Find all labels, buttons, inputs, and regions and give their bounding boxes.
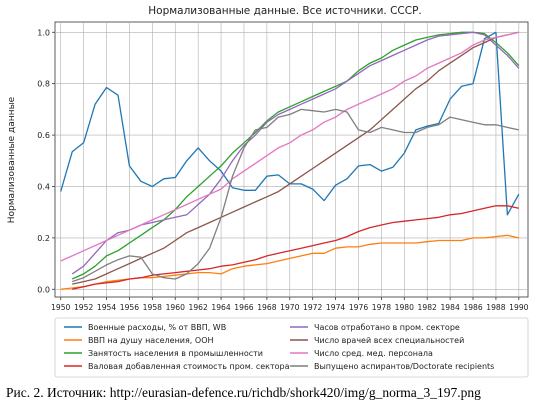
series-line-4: [72, 205, 519, 290]
x-tick-label: 1958: [143, 303, 162, 312]
series-line-6: [72, 31, 519, 285]
x-tick-label: 1968: [257, 303, 276, 312]
x-tick-label: 1980: [395, 303, 414, 312]
x-tick-label: 1960: [166, 303, 185, 312]
x-tick-label: 1972: [303, 303, 322, 312]
x-tick-label: 1956: [120, 303, 139, 312]
x-tick-label: 1984: [440, 303, 459, 312]
x-tick-label: 1990: [509, 303, 528, 312]
x-tick-label: 1974: [326, 303, 345, 312]
legend-label: ВВП на душу населения, ООН: [88, 336, 214, 345]
y-tick-label: 0.2: [37, 234, 50, 243]
series-line-5: [71, 31, 520, 275]
series-lines: [60, 31, 520, 290]
legend-frame: [54, 317, 529, 378]
series-line-3: [71, 31, 520, 280]
x-tick-label: 1976: [349, 303, 368, 312]
x-tick-label: 1978: [372, 303, 391, 312]
legend-label: Занятость населения в промышленности: [88, 349, 263, 358]
x-tick-label: 1988: [486, 303, 505, 312]
y-tick-label: 0.0: [37, 285, 50, 294]
y-tick-label: 0.6: [37, 131, 50, 140]
line-chart: Нормализованные данные. Все источники. С…: [7, 5, 529, 378]
x-tick-label: 1954: [97, 303, 116, 312]
y-axis-label: Нормализованные данные: [7, 96, 17, 223]
x-tick-label: 1952: [74, 303, 93, 312]
x-tick-label: 1970: [280, 303, 299, 312]
x-tick-label: 1962: [188, 303, 207, 312]
y-tick-label: 0.4: [37, 182, 50, 191]
chart-title: Нормализованные данные. Все источники. С…: [148, 5, 421, 17]
series-line-7: [60, 31, 519, 262]
grid-lines: [55, 22, 528, 297]
figure-caption: Рис. 2. Источник: http://eurasian-defenc…: [6, 385, 481, 400]
y-axis-ticks: 0.0 0.2 0.4 0.6 0.8 1.0: [37, 28, 55, 294]
legend-label: Валовая добавленная стоимость пром. сект…: [88, 362, 290, 371]
y-tick-label: 1.0: [37, 28, 50, 37]
x-tick-label: 1964: [211, 303, 230, 312]
x-tick-label: 1982: [418, 303, 437, 312]
x-tick-label: 1966: [234, 303, 253, 312]
plot-frame: [54, 21, 529, 298]
legend-label: Число сред. мед. персонала: [314, 349, 433, 358]
legend-label: Выпущено аспирантов/Doctorate recipients: [314, 362, 494, 371]
legend-label: Военные расходы, % от ВВП, WB: [88, 323, 226, 332]
legend-label: Число врачей всех специальностей: [314, 336, 464, 345]
legend-label: Часов отработано в пром. секторе: [314, 323, 460, 332]
y-tick-label: 0.8: [37, 80, 50, 89]
x-tick-label: 1986: [463, 303, 482, 312]
x-axis-ticks: 1950 1952 1954 1956 1958 1960 1962 1964 1966 1968…: [51, 297, 529, 312]
series-line-8: [71, 108, 519, 283]
legend: Военные расходы, % от ВВП, WB ВВП на душу…: [64, 323, 494, 371]
x-tick-label: 1950: [51, 303, 70, 312]
